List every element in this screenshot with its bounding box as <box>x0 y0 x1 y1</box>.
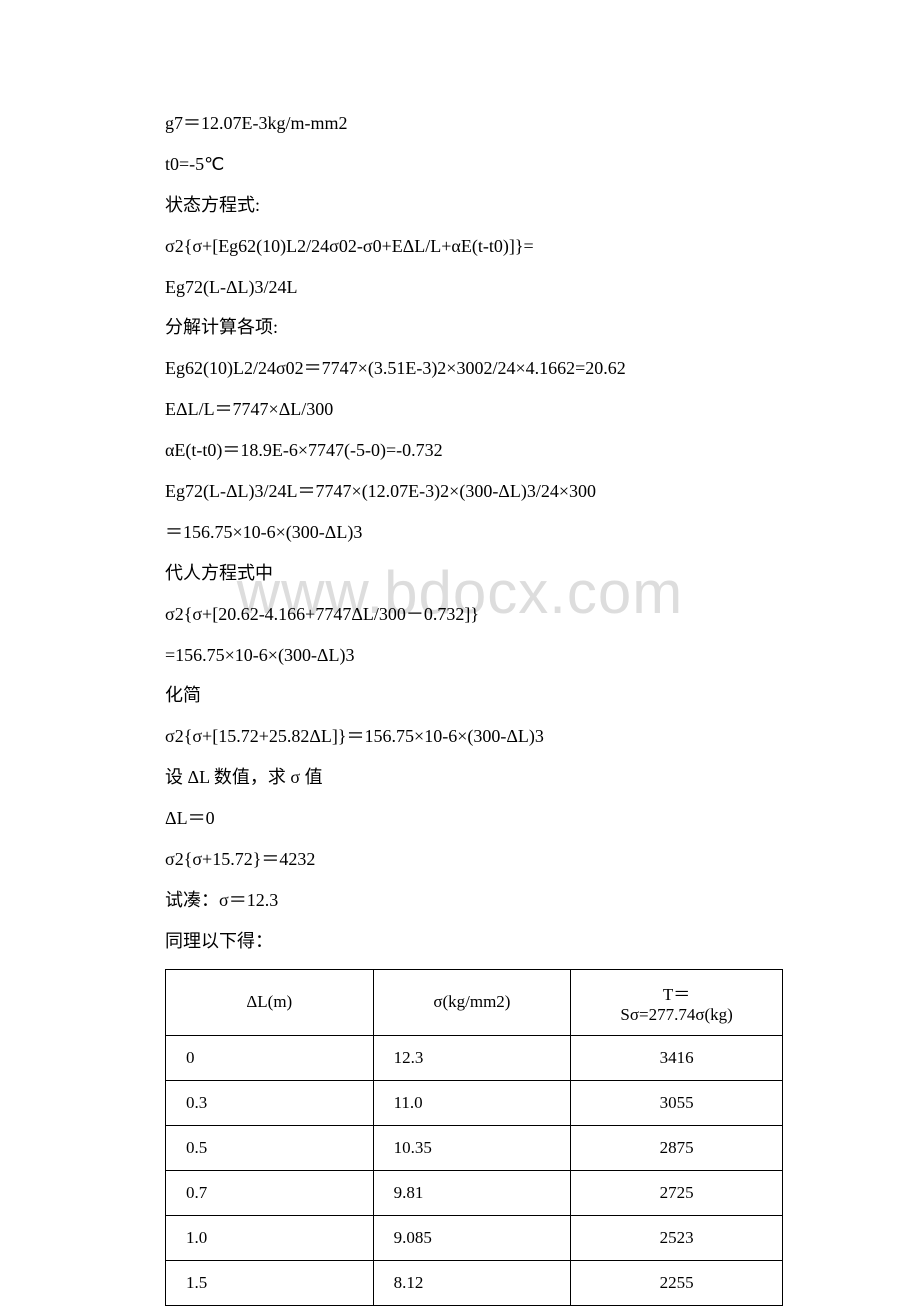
body-line: 设 ΔL 数值，求 σ 值 <box>165 764 780 792</box>
cell-sigma: 9.085 <box>373 1215 571 1260</box>
table-row: 1.0 9.085 2523 <box>166 1215 783 1260</box>
cell-sigma: 10.35 <box>373 1125 571 1170</box>
body-line: EΔL/L＝7747×ΔL/300 <box>165 396 780 424</box>
table-header-t: T＝ Sσ=277.74σ(kg) <box>571 969 783 1035</box>
cell-dl: 1.5 <box>166 1260 374 1305</box>
body-line: σ2{σ+15.72}＝4232 <box>165 846 780 874</box>
results-table: ΔL(m) σ(kg/mm2) T＝ Sσ=277.74σ(kg) 0 12.3… <box>165 969 783 1306</box>
body-line: σ2{σ+[Eg62(10)L2/24σ02-σ0+EΔL/L+αE(t-t0)… <box>165 233 780 261</box>
body-line: 状态方程式: <box>165 192 780 220</box>
table-header-row: ΔL(m) σ(kg/mm2) T＝ Sσ=277.74σ(kg) <box>166 969 783 1035</box>
body-line: ΔL＝0 <box>165 805 780 833</box>
cell-dl: 0.7 <box>166 1170 374 1215</box>
body-line: Eg72(L-ΔL)3/24L＝7747×(12.07E-3)2×(300-ΔL… <box>165 478 780 506</box>
table-header-t-line1: T＝ <box>663 985 690 1004</box>
cell-dl: 0.3 <box>166 1080 374 1125</box>
cell-dl: 1.0 <box>166 1215 374 1260</box>
cell-t: 2875 <box>571 1125 783 1170</box>
cell-sigma: 11.0 <box>373 1080 571 1125</box>
cell-t: 2523 <box>571 1215 783 1260</box>
table-row: 1.5 8.12 2255 <box>166 1260 783 1305</box>
table-header-dl: ΔL(m) <box>166 969 374 1035</box>
body-line: =156.75×10-6×(300-ΔL)3 <box>165 642 780 670</box>
body-line: 化简 <box>165 682 780 710</box>
body-line: 代人方程式中 <box>165 560 780 588</box>
body-line: 分解计算各项: <box>165 314 780 342</box>
cell-sigma: 8.12 <box>373 1260 571 1305</box>
cell-dl: 0 <box>166 1035 374 1080</box>
body-line: 同理以下得： <box>165 928 780 956</box>
cell-dl: 0.5 <box>166 1125 374 1170</box>
body-line: σ2{σ+[15.72+25.82ΔL]}＝156.75×10-6×(300-Δ… <box>165 723 780 751</box>
body-line: αE(t-t0)＝18.9E-6×7747(-5-0)=-0.732 <box>165 437 780 465</box>
cell-t: 3055 <box>571 1080 783 1125</box>
cell-sigma: 9.81 <box>373 1170 571 1215</box>
body-line: Eg62(10)L2/24σ02＝7747×(3.51E-3)2×3002/24… <box>165 355 780 383</box>
table-row: 0 12.3 3416 <box>166 1035 783 1080</box>
table-header-sigma: σ(kg/mm2) <box>373 969 571 1035</box>
cell-t: 3416 <box>571 1035 783 1080</box>
table-row: 0.3 11.0 3055 <box>166 1080 783 1125</box>
body-line: t0=-5℃ <box>165 151 780 179</box>
body-line: ＝156.75×10-6×(300-ΔL)3 <box>165 519 780 547</box>
table-header-t-line2: Sσ=277.74σ(kg) <box>620 1005 732 1024</box>
cell-t: 2255 <box>571 1260 783 1305</box>
table-row: 0.7 9.81 2725 <box>166 1170 783 1215</box>
cell-sigma: 12.3 <box>373 1035 571 1080</box>
cell-t: 2725 <box>571 1170 783 1215</box>
document-body: g7＝12.07E-3kg/m-mm2 t0=-5℃ 状态方程式: σ2{σ+[… <box>165 110 780 956</box>
body-line: 试凑：σ＝12.3 <box>165 887 780 915</box>
body-line: σ2{σ+[20.62-4.166+7747ΔL/300－0.732]} <box>165 601 780 629</box>
table-row: 0.5 10.35 2875 <box>166 1125 783 1170</box>
body-line: Eg72(L-ΔL)3/24L <box>165 274 780 302</box>
body-line: g7＝12.07E-3kg/m-mm2 <box>165 110 780 138</box>
